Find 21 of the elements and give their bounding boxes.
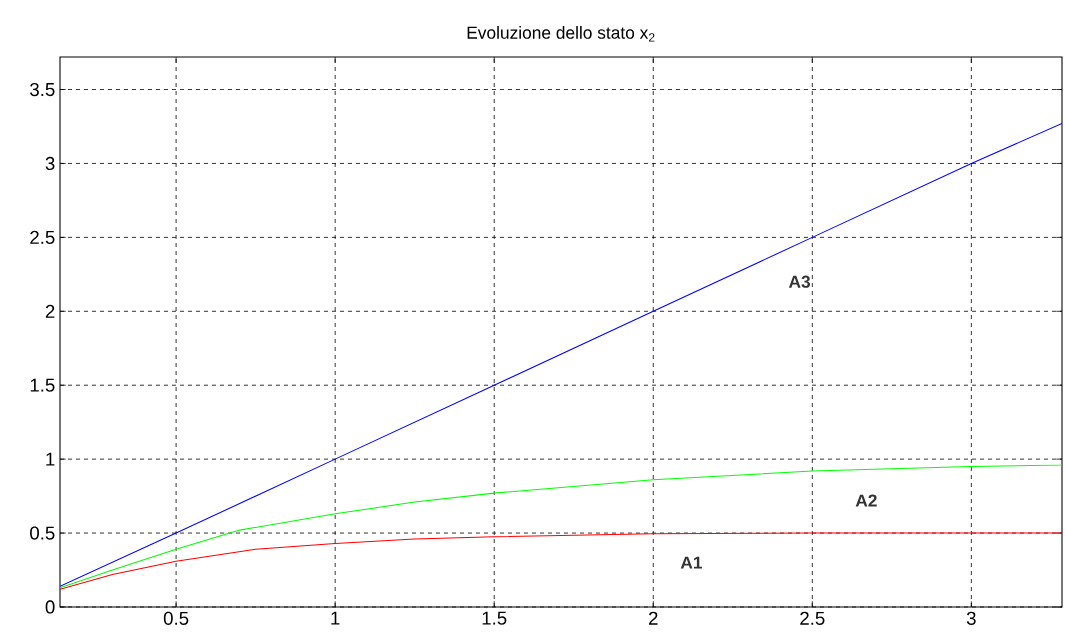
y-tick-label: 0 <box>45 600 55 614</box>
y-tick-label: 1.5 <box>30 378 55 392</box>
line-series <box>60 122 1062 587</box>
y-tick-label: 2.5 <box>30 230 55 244</box>
line-series <box>60 464 1062 589</box>
y-tick-label: 3 <box>45 156 55 171</box>
y-tick-label: 0.5 <box>30 526 55 540</box>
x-tick-label: 2.5 <box>800 611 825 625</box>
x-tick-label: 0.5 <box>163 611 189 625</box>
y-tick-label: 2 <box>45 304 55 318</box>
series-label: A3 <box>788 275 811 288</box>
x-tick-label: 1 <box>331 611 340 625</box>
y-tick-label: 3.5 <box>30 82 55 97</box>
line-series <box>60 532 1062 590</box>
x-tick-label: 2 <box>649 611 658 625</box>
y-tick-label: 1 <box>46 452 55 466</box>
series-label: A1 <box>680 556 703 569</box>
x-tick-label: 3 <box>966 611 976 625</box>
chart-title: Evoluzione dello stato x$_{2}$ <box>467 26 655 42</box>
x-tick-label: 1.5 <box>482 611 507 625</box>
series-label: A2 <box>855 494 877 507</box>
